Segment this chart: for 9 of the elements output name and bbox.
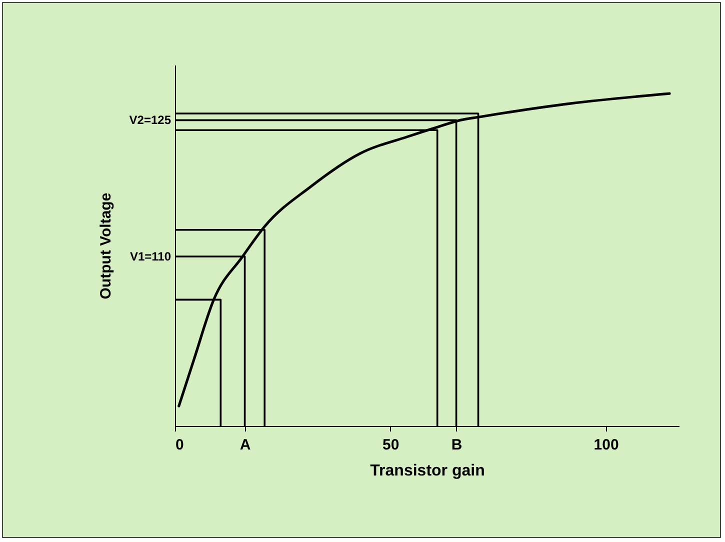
x-tick-label: 100 [594,436,619,454]
x-tick-label: 0 [176,436,184,454]
x-tick-label: 50 [382,436,400,454]
x-tick-label: A [240,436,251,454]
annotation: V2=125 [129,113,172,128]
x-tick-label: B [451,436,462,454]
annotation: V1=110 [130,249,172,264]
y-axis-title: Output Voltage [98,192,114,300]
x-axis-title: Transistor gain [370,462,485,480]
